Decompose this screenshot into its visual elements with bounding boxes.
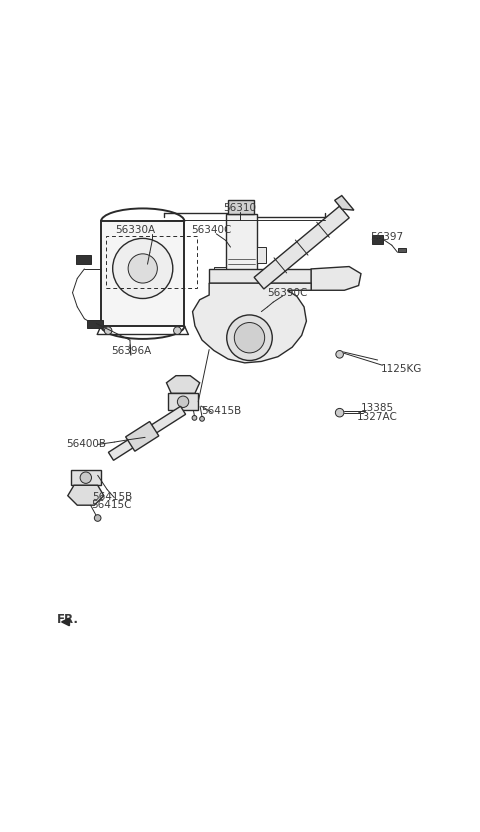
Polygon shape — [311, 266, 361, 290]
Polygon shape — [209, 269, 311, 283]
Text: 56310: 56310 — [224, 203, 256, 213]
Text: 56340C: 56340C — [192, 225, 232, 235]
FancyBboxPatch shape — [243, 271, 256, 282]
Circle shape — [80, 472, 92, 483]
Circle shape — [113, 239, 173, 299]
Polygon shape — [397, 248, 406, 252]
Circle shape — [128, 254, 157, 283]
Polygon shape — [87, 320, 103, 329]
Polygon shape — [108, 406, 186, 460]
Circle shape — [200, 417, 204, 421]
Polygon shape — [167, 376, 200, 394]
FancyBboxPatch shape — [264, 271, 277, 282]
Circle shape — [192, 415, 197, 420]
Polygon shape — [226, 215, 257, 295]
Polygon shape — [192, 283, 311, 363]
Polygon shape — [126, 422, 159, 451]
Polygon shape — [254, 206, 349, 289]
Text: 56390C: 56390C — [267, 288, 308, 298]
Polygon shape — [168, 394, 198, 410]
Text: FR.: FR. — [57, 612, 79, 626]
Circle shape — [336, 409, 344, 417]
Text: 56415B: 56415B — [201, 406, 241, 416]
Text: 56397: 56397 — [371, 231, 404, 241]
Polygon shape — [101, 221, 184, 326]
Circle shape — [95, 515, 101, 522]
Polygon shape — [372, 235, 384, 245]
Text: 56330A: 56330A — [116, 225, 156, 235]
Circle shape — [178, 396, 189, 408]
Polygon shape — [335, 196, 354, 210]
Text: 56415C: 56415C — [92, 500, 132, 510]
Text: 1327AC: 1327AC — [357, 413, 398, 423]
FancyBboxPatch shape — [222, 271, 234, 282]
Text: 56400B: 56400B — [66, 439, 106, 449]
Text: 56415B: 56415B — [92, 492, 132, 502]
Circle shape — [227, 315, 272, 360]
Circle shape — [174, 327, 181, 334]
Polygon shape — [68, 485, 104, 505]
FancyBboxPatch shape — [286, 271, 299, 282]
Circle shape — [234, 323, 264, 353]
Text: 1125KG: 1125KG — [381, 364, 422, 374]
Polygon shape — [228, 201, 254, 215]
Circle shape — [336, 350, 343, 358]
Polygon shape — [76, 255, 91, 265]
Polygon shape — [71, 470, 101, 485]
Polygon shape — [257, 246, 266, 263]
Text: 13385: 13385 — [361, 404, 394, 414]
Circle shape — [104, 327, 112, 334]
Polygon shape — [214, 267, 226, 295]
Text: 56396A: 56396A — [111, 345, 151, 355]
